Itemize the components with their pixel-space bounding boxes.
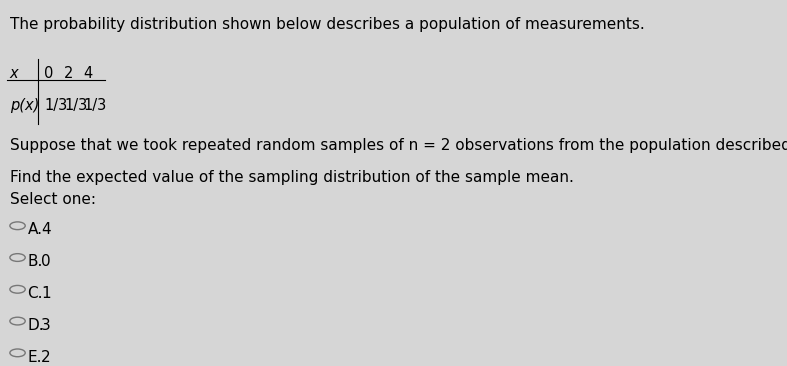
Text: C.: C. <box>28 286 43 301</box>
Text: 1/3: 1/3 <box>65 98 87 113</box>
Text: 4: 4 <box>83 66 93 81</box>
Text: 4: 4 <box>41 223 50 238</box>
Text: 0: 0 <box>41 254 50 269</box>
Text: 1: 1 <box>41 286 50 301</box>
Text: D.: D. <box>28 318 44 333</box>
Text: p(x): p(x) <box>10 98 39 113</box>
Text: 0: 0 <box>44 66 54 81</box>
Text: 2: 2 <box>65 66 73 81</box>
Text: x: x <box>10 66 19 81</box>
Text: The probability distribution shown below describes a population of measurements.: The probability distribution shown below… <box>10 16 645 31</box>
Text: 1/3: 1/3 <box>44 98 68 113</box>
Text: Suppose that we took repeated random samples of n = 2 observations from the popu: Suppose that we took repeated random sam… <box>10 138 787 153</box>
Text: B.: B. <box>28 254 42 269</box>
Text: Find the expected value of the sampling distribution of the sample mean.: Find the expected value of the sampling … <box>10 170 574 185</box>
Text: 3: 3 <box>41 318 51 333</box>
Text: 1/3: 1/3 <box>83 98 106 113</box>
Text: 2: 2 <box>41 350 50 365</box>
Text: A.: A. <box>28 223 42 238</box>
Text: E.: E. <box>28 350 42 365</box>
Text: Select one:: Select one: <box>10 192 96 207</box>
